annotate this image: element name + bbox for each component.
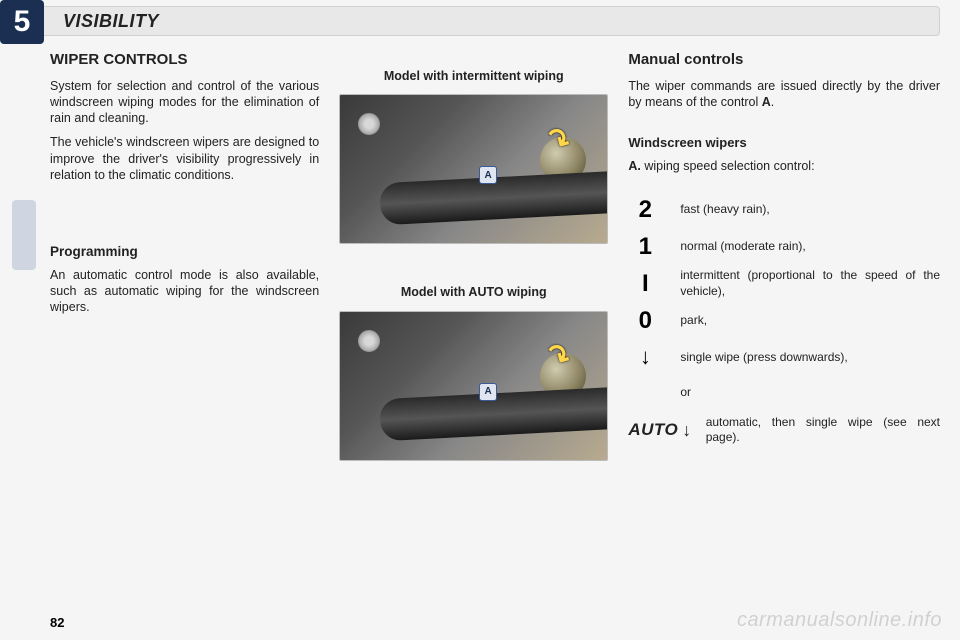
- caption-auto: Model with AUTO wiping: [339, 284, 608, 300]
- chapter-badge: 5: [0, 0, 44, 44]
- auto-label: AUTO: [628, 419, 678, 441]
- speed-0-icon: 0: [628, 305, 662, 336]
- programming-heading: Programming: [50, 243, 319, 261]
- auto-arrow-down-icon: ↓: [682, 419, 692, 442]
- auto-row: AUTO ↓ automatic, then single wipe (see …: [628, 415, 940, 446]
- manual-controls-heading: Manual controls: [628, 50, 940, 70]
- header-bar: VISIBILITY: [22, 6, 940, 36]
- caption-intermittent: Model with intermittent wiping: [339, 68, 608, 84]
- auto-icon: AUTO ↓: [628, 419, 691, 442]
- column-right: Manual controls The wiper commands are i…: [628, 50, 940, 610]
- side-tab: [12, 200, 36, 270]
- speed-down-desc: single wipe (press downwards),: [680, 350, 940, 366]
- auto-desc: automatic, then single wipe (see next pa…: [706, 415, 940, 446]
- speed-i-desc: intermittent (proportional to the speed …: [680, 268, 940, 299]
- label-a-icon: A: [479, 383, 497, 401]
- speed-2-icon: 2: [628, 194, 662, 225]
- mc-bold-a: A: [762, 95, 771, 109]
- page-number: 82: [50, 615, 64, 630]
- content-area: WIPER CONTROLS System for selection and …: [50, 50, 940, 610]
- intro-paragraph-2: The vehicle's windscreen wipers are desi…: [50, 134, 319, 183]
- speed-row-2: 2 fast (heavy rain),: [628, 192, 940, 227]
- windscreen-wipers-heading: Windscreen wipers: [628, 135, 940, 152]
- programming-paragraph: An automatic control mode is also availa…: [50, 267, 319, 316]
- speed-row-0: 0 park,: [628, 303, 940, 338]
- mc-text-a: The wiper commands are issued directly b…: [628, 79, 940, 109]
- manual-controls-paragraph: The wiper commands are issued directly b…: [628, 78, 940, 111]
- page-title: VISIBILITY: [63, 11, 159, 32]
- arrow-down-icon: ↓: [628, 343, 662, 372]
- watermark: carmanualsonline.info: [737, 609, 942, 632]
- emblem-icon: [358, 330, 380, 352]
- column-left: WIPER CONTROLS System for selection and …: [50, 50, 319, 610]
- control-a-line: A. wiping speed selection control:: [628, 158, 940, 174]
- mc-text-c: .: [771, 95, 774, 109]
- label-a-icon: A: [479, 166, 497, 184]
- intro-paragraph-1: System for selection and control of the …: [50, 78, 319, 127]
- speed-row-down: ↓ single wipe (press downwards),: [628, 340, 940, 375]
- speed-i-icon: I: [628, 268, 662, 299]
- speed-2-desc: fast (heavy rain),: [680, 202, 940, 218]
- speed-1-desc: normal (moderate rain),: [680, 239, 940, 255]
- emblem-icon: [358, 113, 380, 135]
- speed-row-1: 1 normal (moderate rain),: [628, 229, 940, 264]
- speed-1-icon: 1: [628, 231, 662, 262]
- a-prefix: A.: [628, 159, 641, 173]
- speed-0-desc: park,: [680, 313, 940, 329]
- image-auto-wiping: ↷ A: [339, 311, 608, 461]
- column-middle: Model with intermittent wiping ↷ A Model…: [339, 50, 608, 610]
- wiper-controls-heading: WIPER CONTROLS: [50, 50, 319, 70]
- speed-row-i: I intermittent (proportional to the spee…: [628, 266, 940, 301]
- a-text: wiping speed selection control:: [641, 159, 815, 173]
- or-text: or: [628, 385, 940, 401]
- image-intermittent-wiping: ↷ A: [339, 94, 608, 244]
